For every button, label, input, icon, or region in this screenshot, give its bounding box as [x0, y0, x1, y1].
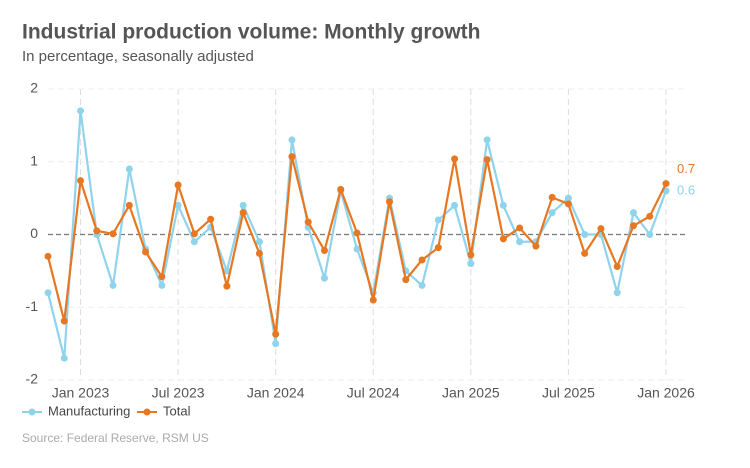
- data-point: [158, 273, 166, 281]
- y-tick-label: -1: [26, 298, 39, 314]
- data-point: [548, 193, 556, 201]
- data-point: [125, 165, 133, 173]
- data-point: [288, 153, 296, 161]
- data-point: [125, 201, 133, 209]
- data-point: [483, 156, 491, 164]
- end-label: 0.6: [677, 182, 695, 197]
- data-point: [402, 276, 410, 284]
- data-point: [548, 209, 556, 217]
- data-point: [581, 231, 589, 238]
- data-point: [60, 317, 68, 325]
- end-label: 0.7: [677, 161, 695, 176]
- x-tick-label: Jul 2023: [152, 385, 205, 401]
- data-point: [174, 181, 182, 189]
- data-point: [272, 340, 280, 348]
- x-tick-label: Jan 2024: [247, 385, 305, 401]
- data-point: [44, 252, 52, 260]
- data-point: [60, 354, 68, 362]
- data-point: [434, 244, 442, 252]
- data-point: [483, 136, 491, 144]
- data-point: [451, 201, 459, 209]
- data-point: [223, 282, 231, 290]
- legend-marker: [143, 408, 151, 416]
- data-point: [434, 216, 442, 224]
- data-point: [93, 227, 101, 235]
- data-point: [353, 229, 361, 237]
- data-point: [44, 289, 52, 297]
- y-tick-label: 1: [30, 152, 38, 168]
- data-point: [564, 194, 572, 202]
- data-point: [190, 238, 198, 246]
- chart-title: Industrial production volume: Monthly gr…: [22, 21, 480, 44]
- data-point: [516, 224, 524, 232]
- y-tick-label: -2: [26, 371, 39, 387]
- data-point: [320, 247, 328, 255]
- y-tick-label: 2: [30, 80, 38, 96]
- legend-marker: [28, 408, 36, 416]
- legend-label: Total: [163, 403, 191, 418]
- data-point: [207, 215, 215, 223]
- x-tick-label: Jan 2026: [637, 385, 695, 401]
- data-point: [613, 289, 621, 297]
- data-point: [386, 198, 394, 206]
- chart-subtitle: In percentage, seasonally adjusted: [22, 48, 254, 65]
- data-point: [597, 225, 605, 233]
- data-point: [142, 248, 150, 256]
- data-point: [467, 251, 475, 259]
- data-point: [272, 330, 280, 338]
- data-point: [77, 177, 85, 185]
- data-point: [255, 238, 263, 246]
- data-point: [451, 155, 459, 163]
- data-point: [320, 274, 328, 282]
- data-point: [353, 245, 361, 253]
- data-point: [190, 230, 198, 238]
- y-tick-label: 0: [30, 225, 38, 241]
- x-tick-label: Jan 2025: [442, 385, 500, 401]
- x-tick-label: Jul 2025: [542, 385, 595, 401]
- data-point: [564, 200, 572, 208]
- data-point: [646, 212, 654, 220]
- data-point: [109, 281, 117, 289]
- source: Source: Federal Reserve, RSM US: [22, 431, 209, 445]
- data-point: [646, 231, 654, 238]
- data-point: [337, 185, 345, 193]
- data-point: [239, 209, 247, 217]
- data-point: [255, 249, 263, 257]
- data-point: [629, 209, 637, 217]
- data-point: [304, 218, 312, 226]
- data-point: [629, 222, 637, 230]
- data-point: [467, 260, 475, 268]
- data-point: [158, 281, 166, 289]
- x-tick-label: Jan 2023: [52, 385, 110, 401]
- data-point: [581, 249, 589, 257]
- data-point: [532, 242, 540, 250]
- data-point: [418, 256, 426, 264]
- data-point: [77, 107, 85, 115]
- data-point: [613, 263, 621, 271]
- data-point: [369, 296, 377, 304]
- data-point: [418, 281, 426, 289]
- legend-label: Manufacturing: [48, 403, 130, 418]
- data-point: [174, 201, 182, 209]
- x-tick-label: Jul 2024: [347, 385, 400, 401]
- data-point: [223, 267, 231, 275]
- data-point: [239, 201, 247, 209]
- data-point: [516, 238, 524, 246]
- data-point: [109, 230, 117, 238]
- data-point: [499, 235, 507, 243]
- data-point: [499, 201, 507, 209]
- data-point: [288, 136, 296, 144]
- data-point: [662, 180, 670, 188]
